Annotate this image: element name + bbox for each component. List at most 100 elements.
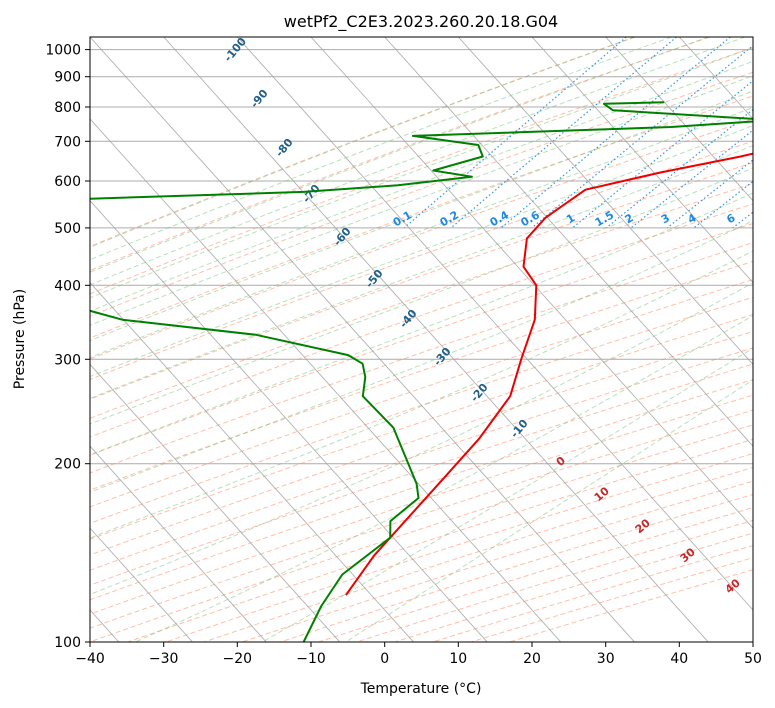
mixing-ratio-label: 1.5 <box>593 208 616 229</box>
moist-adiabat-line <box>90 37 709 273</box>
profile-lines <box>90 101 753 642</box>
moist-adiabat-line <box>90 90 753 342</box>
dry-adiabat-line <box>394 532 753 642</box>
y-tick-label: 300 <box>54 352 81 368</box>
moist-adiabat-line <box>90 250 753 539</box>
isotherm-line <box>90 118 562 642</box>
mixing-ratio-label: 4 <box>685 211 698 226</box>
isotherm-line <box>457 37 753 366</box>
y-tick-label: 100 <box>54 635 81 651</box>
dry-adiabat-line <box>90 314 753 540</box>
dry-adiabat-label: -80 <box>273 136 296 160</box>
mixing-ratio-label: 2 <box>623 211 636 226</box>
moist-adiabat-line <box>90 192 753 456</box>
dry-adiabat-line <box>90 37 710 272</box>
isotherm-line <box>90 199 488 642</box>
mixing-ratio-line <box>630 129 753 229</box>
y-tick-label: 500 <box>54 221 81 237</box>
isotherm-line <box>384 37 753 447</box>
y-tick-label: 1000 <box>45 43 81 59</box>
isotherm-line <box>531 37 753 284</box>
x-tick-label: 20 <box>523 651 541 667</box>
mixing-ratio-line <box>450 37 677 229</box>
mixing-ratio-line <box>693 180 753 229</box>
moist-adiabat-line <box>261 347 753 642</box>
dry-adiabat-line <box>127 438 753 642</box>
mixing-ratio-label: 6 <box>724 211 737 226</box>
dry-adiabat-line <box>90 347 753 571</box>
dry-adiabat-line <box>90 296 753 524</box>
moist-adiabat-line <box>90 60 753 312</box>
dry-adiabat-label: -40 <box>397 307 420 331</box>
y-tick-label: 400 <box>54 278 81 294</box>
moist-adiabat-line <box>90 144 753 399</box>
mixing-ratio-line <box>531 44 753 229</box>
y-tick-label: 800 <box>54 100 81 116</box>
dry-adiabat-line <box>90 279 753 508</box>
x-tick-label: 0 <box>380 651 389 667</box>
x-tick-label: 50 <box>744 651 762 667</box>
dry-adiabat-labels: -100-90-80-70-60-50-40-30-20-10 <box>221 35 530 441</box>
x-tick-label: 40 <box>670 651 688 667</box>
mixing-ratio-label: 0.2 <box>438 208 461 229</box>
y-tick-label: 900 <box>54 70 81 86</box>
moist-adiabat-line <box>90 167 753 425</box>
dry-adiabat-line <box>90 47 753 295</box>
isotherm-line <box>752 37 753 38</box>
moist-adiabat-line <box>345 379 753 642</box>
isotherm-line <box>236 37 753 611</box>
x-axis-ticks: −40 −30 −20 −10 0 10 20 30 40 50 <box>75 642 762 667</box>
moist-adiabat-line <box>90 220 753 493</box>
x-axis-label: Temperature (°C) <box>360 681 482 697</box>
mixing-ratio-label: 0.4 <box>488 208 512 229</box>
isotherm-line <box>90 37 635 642</box>
y-tick-label: 200 <box>54 457 81 473</box>
dry-adiabat-line <box>90 363 753 586</box>
x-tick-label: 10 <box>449 651 467 667</box>
x-tick-label: −20 <box>223 651 253 667</box>
x-tick-label: −40 <box>75 651 105 667</box>
chart-title: wetPf2_C2E3.2023.260.20.18.G04 <box>284 12 558 32</box>
dry-adiabat-line <box>90 95 753 339</box>
plot-frame <box>89 36 754 643</box>
mixing-ratio-line <box>403 37 627 229</box>
dry-adiabat-line <box>90 223 753 456</box>
dry-adiabat-line <box>90 330 753 556</box>
moist-adiabat-line <box>90 47 753 299</box>
isotherm-line <box>90 527 193 642</box>
dry-adiabat-line <box>90 183 753 419</box>
moist-adiabat-line <box>90 282 753 596</box>
moist-adiabat-label: 30 <box>678 545 698 565</box>
moist-adiabat-line <box>90 37 672 261</box>
isotherm-line <box>163 37 709 642</box>
dry-adiabat-line <box>90 260 753 491</box>
y-axis-ticks: 100 200 300 400 500 600 700 800 900 1000 <box>45 43 90 651</box>
moist-adiabat-label: 0 <box>554 454 568 469</box>
dewpoint-line <box>90 101 753 642</box>
dry-adiabat-line <box>90 242 753 474</box>
isotherm-line <box>605 37 753 202</box>
temperature-line <box>345 152 753 596</box>
moist-adiabat-line <box>90 124 753 378</box>
dry-adiabat-line <box>318 507 753 642</box>
mixing-ratio-line <box>732 211 753 229</box>
dry-adiabat-line <box>90 37 636 248</box>
moist-adiabat-line <box>90 37 635 248</box>
y-tick-label: 600 <box>54 174 81 190</box>
x-tick-label: −30 <box>149 651 179 667</box>
moist-adiabat-line <box>90 37 746 286</box>
background-lines <box>90 37 753 642</box>
isotherm-line <box>310 37 753 529</box>
y-axis-label: Pressure (hPa) <box>12 289 28 389</box>
x-tick-label: −10 <box>296 651 326 667</box>
moist-adiabat-label: 20 <box>633 516 653 536</box>
dry-adiabat-line <box>90 162 753 400</box>
x-tick-label: 30 <box>597 651 615 667</box>
mixing-ratio-line <box>572 79 753 229</box>
isotherm-line <box>90 363 341 642</box>
mixing-ratio-line <box>605 108 753 229</box>
mixing-ratio-line <box>500 37 731 229</box>
y-tick-label: 700 <box>54 134 81 150</box>
mixing-ratio-label: 1 <box>564 211 577 226</box>
